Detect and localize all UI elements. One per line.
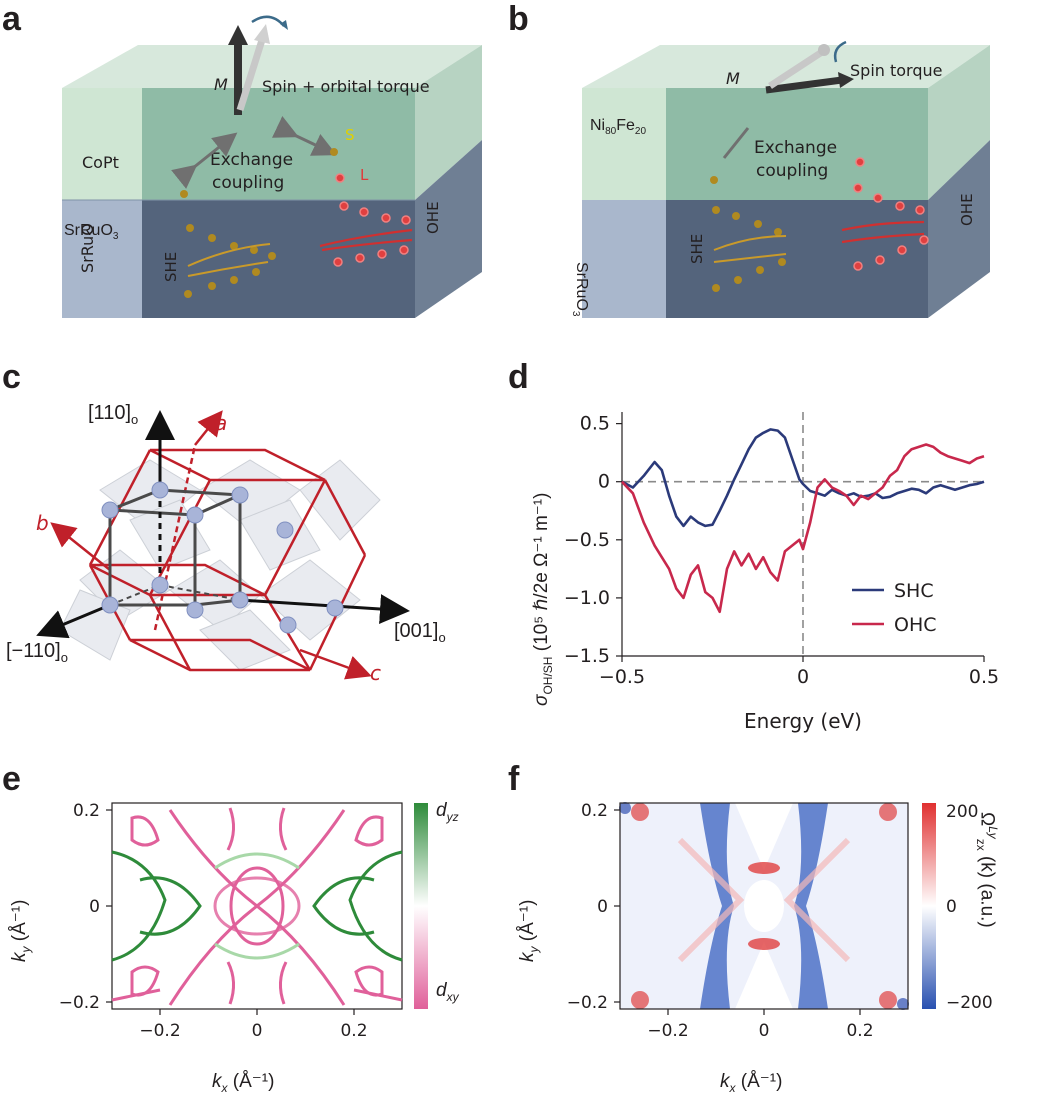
panel-letter-c: c xyxy=(2,358,21,396)
panel-f-ytick-1: 0 xyxy=(597,897,608,917)
panel-a-bottom-layer: SrRuO xyxy=(78,223,97,273)
panel-b-m-label: M xyxy=(726,69,740,88)
panel-f-xlabel: kx (Å⁻¹) xyxy=(720,1071,783,1095)
panel-a-l-label: L xyxy=(360,166,369,184)
panel-d-ytick-label: 0.5 xyxy=(580,413,610,435)
panel-e-colorbar xyxy=(414,803,428,1009)
panel-e-xtick-2: 0.2 xyxy=(340,1021,367,1041)
panel-b-she: SHE xyxy=(688,234,706,264)
panel-d-xtick-label: 0.5 xyxy=(969,666,999,688)
panel-d-xtick-label: 0 xyxy=(797,666,809,688)
panel-b-exchange-2: coupling xyxy=(756,161,828,181)
panel-b-exchange-1: Exchange xyxy=(754,138,837,158)
panel-d-ytick-label: 0 xyxy=(598,471,610,493)
panel-d-ytick-label: −1.5 xyxy=(564,645,610,667)
panel-b-ohe: OHE xyxy=(958,193,976,226)
panel-e-xtick-0: −0.2 xyxy=(139,1021,180,1041)
panel-d-xlabel: Energy (eV) xyxy=(744,709,862,733)
panel-letter-e: e xyxy=(2,760,21,798)
panel-e-xlabel: kx (Å⁻¹) xyxy=(212,1071,275,1095)
panel-c-lattice: a b c xyxy=(36,410,410,685)
panel-b-nife: Ni80Fe20 xyxy=(590,117,647,138)
panel-a-s-label: S xyxy=(345,126,355,144)
panel-f-xtick-1: 0 xyxy=(759,1021,770,1041)
panel-c-axis-a: a xyxy=(215,411,227,435)
panel-e-ytick-1: 0 xyxy=(89,897,100,917)
panel-c-axis-m110: [−110]o xyxy=(6,640,68,665)
panel-d-series-ohc xyxy=(621,443,985,614)
panel-d-legend-label: OHC xyxy=(894,614,937,636)
panel-d-series-shc xyxy=(621,428,985,528)
panel-a-she: SHE xyxy=(162,252,180,282)
panel-b-schematic: M Spin torque Exchange coupling SHE OHE xyxy=(582,40,990,318)
panel-a-m-label: M xyxy=(214,75,228,94)
panel-e-fermi-contours xyxy=(111,807,403,1006)
panel-a-ohe: OHE xyxy=(424,201,442,234)
panel-e-colorbar-bottom: dxy xyxy=(436,980,459,1004)
panel-d-ytick-label: −0.5 xyxy=(564,529,610,551)
panel-a-exchange-1: Exchange xyxy=(210,150,293,170)
panel-e-ytick-2: −0.2 xyxy=(59,993,100,1013)
panel-f-ytick-2: −0.2 xyxy=(567,993,608,1013)
panel-a-exchange-2: coupling xyxy=(212,173,284,193)
panel-f-cbtick-1: 0 xyxy=(946,897,957,917)
panel-e-ytick-0: 0.2 xyxy=(73,801,100,821)
panel-c-axis-001: [001]o xyxy=(394,620,446,645)
panel-d-legend-label: SHC xyxy=(894,580,934,602)
panel-f-ytick-0: 0.2 xyxy=(581,801,608,821)
panel-f-plot-area xyxy=(620,803,908,1009)
panel-f-xtick-0: −0.2 xyxy=(647,1021,688,1041)
panel-letter-a: a xyxy=(2,0,21,38)
panel-d-ylabel: σOH/SH (10⁵ ℏ/2e Ω⁻¹ m⁻¹) xyxy=(531,492,555,706)
panel-f-colorbar xyxy=(922,803,936,1009)
panel-a-schematic: M Spin + orbital torque CoPt Exchange co… xyxy=(62,15,482,318)
panel-a-srruo3: SrRuO3 xyxy=(64,222,119,243)
panel-e-xtick-1: 0 xyxy=(252,1021,263,1041)
panel-a-torque-label: Spin + orbital torque xyxy=(262,77,430,96)
panel-c-axis-b: b xyxy=(36,511,49,535)
panel-f-ylabel: ky (Å⁻¹) xyxy=(517,899,541,962)
panel-e-colorbar-top: dyz xyxy=(436,800,459,824)
panel-d-ytick-label: −1.0 xyxy=(564,587,610,609)
panel-e-ylabel: ky (Å⁻¹) xyxy=(9,899,33,962)
panel-f-xtick-2: 0.2 xyxy=(846,1021,873,1041)
panel-b-srruo3: SrRuO3 xyxy=(569,262,590,317)
panel-c-axis-c: c xyxy=(370,661,381,685)
panel-e-plot-area xyxy=(111,802,403,1010)
panel-b-torque-label: Spin torque xyxy=(850,61,942,80)
panel-a-top-layer: CoPt xyxy=(82,153,119,172)
panel-letter-f: f xyxy=(508,760,520,798)
panel-d-xtick-label: −0.5 xyxy=(599,666,645,688)
panel-f-cbtick-2: −200 xyxy=(946,993,993,1013)
panel-c-axis-110: [110]o xyxy=(88,402,139,427)
panel-letter-d: d xyxy=(508,358,529,396)
panel-letter-b: b xyxy=(508,0,529,38)
panel-f-colorbar-label: ΩLyzx (k) (a.u.) xyxy=(973,812,1000,928)
panel-f-berry-map xyxy=(619,802,909,1010)
